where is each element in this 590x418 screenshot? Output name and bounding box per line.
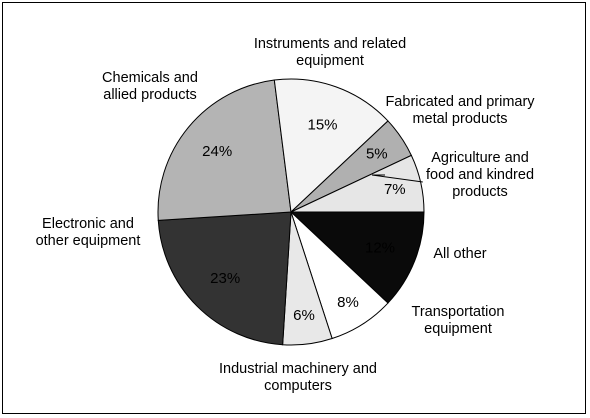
pie-slice bbox=[290, 154, 425, 213]
slice-percent-label: 24% bbox=[202, 143, 232, 160]
pie-slice bbox=[273, 78, 389, 214]
slice-percent-label: 23% bbox=[210, 270, 240, 287]
slice-category-label: Chemicals and allied products bbox=[102, 70, 198, 103]
slice-category-label: Industrial machinery and computers bbox=[219, 361, 377, 394]
slice-percent-label: 5% bbox=[366, 146, 388, 163]
slice-percent-label: 8% bbox=[337, 294, 359, 311]
slice-category-label: Instruments and related equipment bbox=[254, 36, 406, 69]
slice-category-label: Transportation equipment bbox=[412, 304, 505, 337]
pie-slice bbox=[157, 211, 292, 346]
pie-slice bbox=[289, 211, 425, 304]
slice-category-label: Agriculture and food and kindred products bbox=[426, 150, 534, 200]
slice-category-label: Electronic and other equipment bbox=[36, 216, 141, 249]
slice-percent-label: 15% bbox=[307, 116, 337, 133]
pie-slice bbox=[157, 79, 292, 221]
slice-percent-label: 6% bbox=[293, 307, 315, 324]
slice-percent-label: 12% bbox=[365, 239, 395, 256]
leader-line bbox=[371, 174, 423, 183]
slice-percent-label: 7% bbox=[384, 181, 406, 198]
slice-category-label: All other bbox=[433, 246, 486, 262]
slice-category-label: Fabricated and primary metal products bbox=[385, 94, 535, 127]
